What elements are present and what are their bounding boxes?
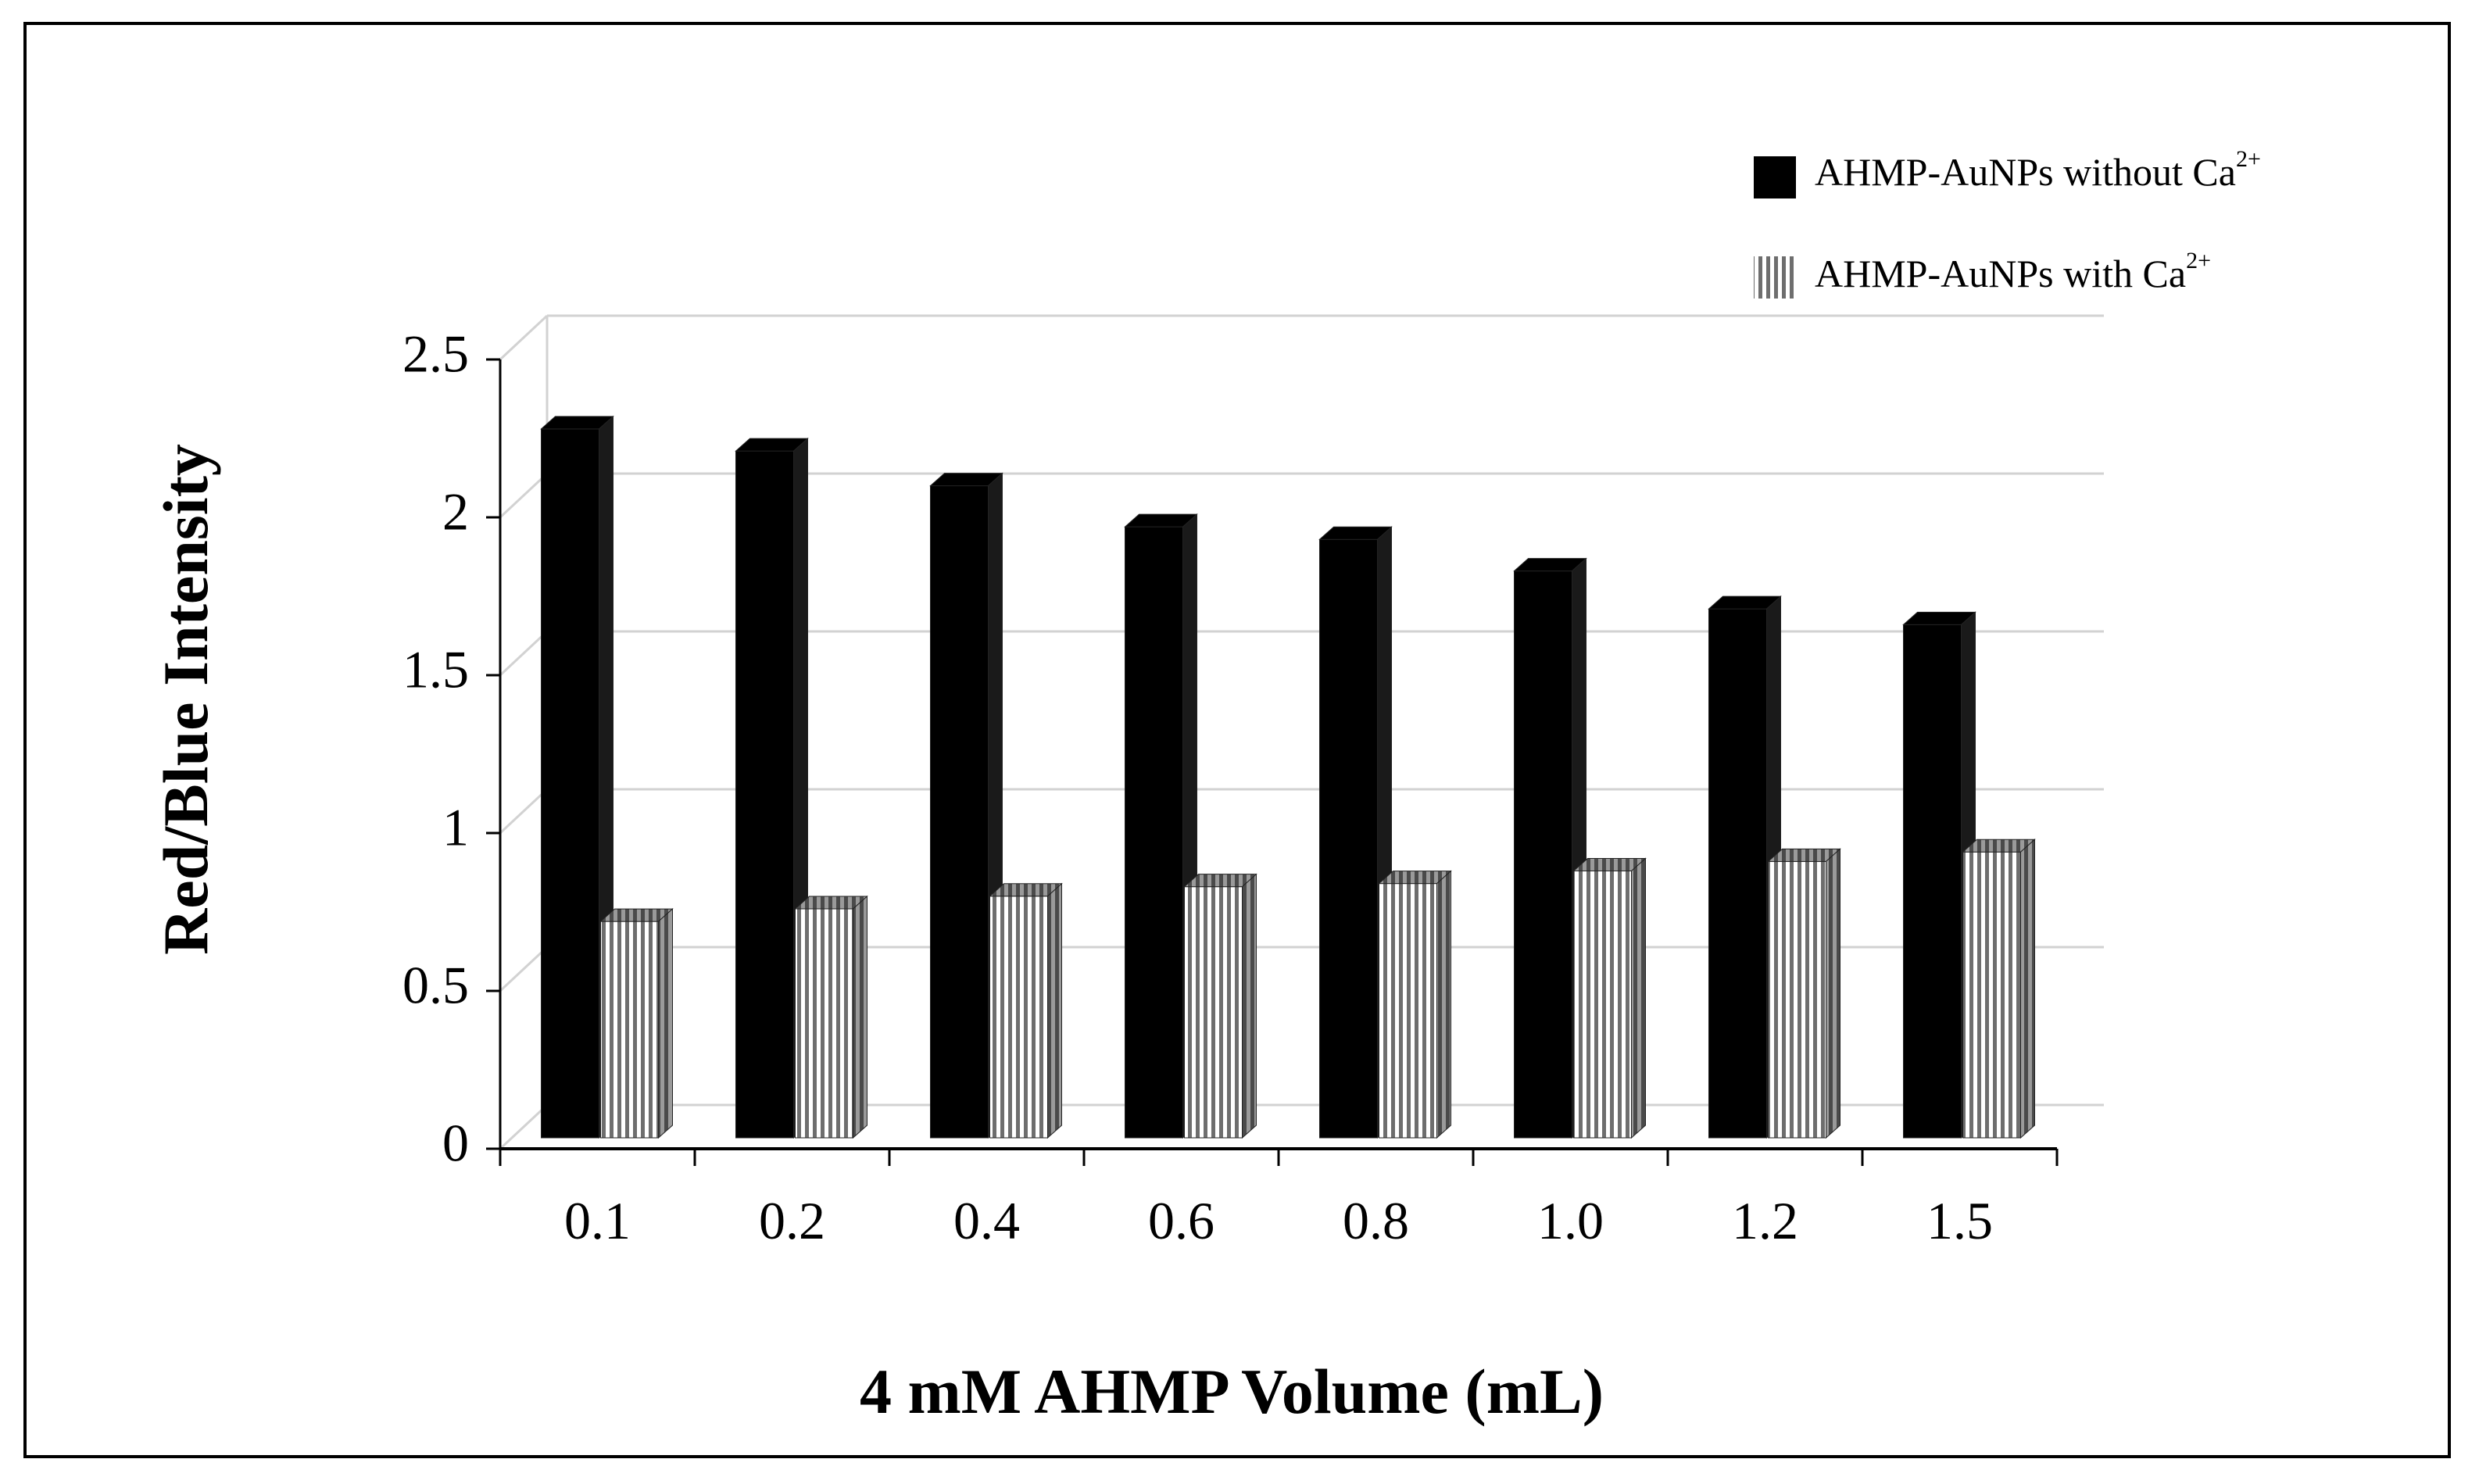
x-tick-label: 1.2	[1732, 1191, 1798, 1250]
x-tick-label: 1.5	[1926, 1191, 1993, 1250]
gridline-side	[499, 1103, 549, 1150]
x-tick-label: 0.2	[759, 1191, 825, 1250]
bar-with-ca-side	[2020, 839, 2035, 1139]
bar-with-ca	[1183, 873, 1257, 1139]
y-tick-label: 2.5	[402, 324, 469, 384]
bar-with-ca-side	[1436, 870, 1451, 1139]
legend-label-with-ca: AHMP-AuNPs with Ca2+	[1815, 248, 2211, 296]
tick-labels: 0 0.5 1 1.5 2 2.5 0.1 0.2 0.4 0.6 0.8 1.0 1.2 1.5	[402, 324, 1993, 1250]
y-axis-title: Red/Blue Intensity	[150, 444, 221, 955]
x-tick-label: 0.6	[1148, 1191, 1214, 1250]
bar-without-ca-front	[930, 485, 989, 1139]
y-tick-label: 1.5	[402, 640, 469, 699]
gridline-side	[499, 788, 549, 835]
gridline-side	[499, 630, 549, 677]
bar-with-ca-side	[658, 908, 673, 1139]
bar-without-ca-front	[1319, 538, 1378, 1139]
bar-with-ca-side	[1242, 873, 1257, 1139]
bar-with-ca-front	[1379, 883, 1437, 1139]
bars	[540, 415, 2036, 1139]
legend-label-without-ca: AHMP-AuNPs without Ca2+	[1815, 146, 2261, 195]
bar-without-ca	[1902, 611, 1976, 1139]
bar-with-ca	[1378, 870, 1452, 1139]
bar-without-ca	[1513, 557, 1587, 1139]
x-tick-label: 0.8	[1343, 1191, 1409, 1250]
bar-without-ca-front	[1903, 624, 1962, 1139]
bar-with-ca-side	[1631, 857, 1646, 1139]
gridline-side	[499, 314, 549, 361]
gridline-side	[499, 946, 549, 992]
bar-without-ca-front	[1708, 608, 1767, 1139]
bar-without-ca-front	[735, 450, 794, 1139]
y-tick-label: 0.5	[402, 956, 469, 1015]
bar-with-ca-front	[1573, 870, 1632, 1139]
bar-with-ca	[599, 908, 674, 1139]
x-tick-label: 0.1	[564, 1191, 631, 1250]
bar-without-ca-front	[1514, 570, 1572, 1139]
axes	[486, 358, 2059, 1166]
legend-swatch-with-ca	[1754, 256, 1796, 299]
bar-with-ca	[1572, 857, 1647, 1139]
bar-with-ca-front	[1768, 860, 1826, 1139]
x-axis-title: 4 mM AHMP Volume (mL)	[860, 1356, 1604, 1427]
chart-frame	[23, 22, 2451, 1458]
bar-with-ca	[989, 882, 1063, 1139]
legend: AHMP-AuNPs without Ca2+ AHMP-AuNPs with …	[1754, 146, 2261, 299]
bar-with-ca-side	[1047, 882, 1062, 1139]
y-tick-label: 1	[442, 798, 469, 857]
bar-with-ca-front	[989, 896, 1048, 1139]
bar-with-ca-front	[1962, 851, 2021, 1139]
gridline-side	[499, 472, 549, 519]
bar-with-ca	[1767, 848, 1841, 1139]
bar-without-ca-front	[541, 428, 599, 1139]
y-tick-label: 0	[442, 1114, 469, 1173]
bar-with-ca-side	[853, 895, 867, 1139]
x-tick-label: 1.0	[1537, 1191, 1604, 1250]
x-tick-label: 0.4	[953, 1191, 1020, 1250]
y-tick-label: 2	[442, 482, 469, 542]
bar-with-ca-front	[600, 921, 659, 1139]
bar-with-ca	[1962, 839, 2036, 1139]
bar-with-ca-front	[1184, 886, 1243, 1139]
bar-with-ca	[794, 895, 868, 1139]
legend-swatch-without-ca	[1754, 156, 1796, 198]
bar-with-ca-front	[795, 908, 853, 1139]
bar-without-ca-front	[1125, 526, 1183, 1139]
bar-with-ca-side	[1826, 848, 1840, 1139]
